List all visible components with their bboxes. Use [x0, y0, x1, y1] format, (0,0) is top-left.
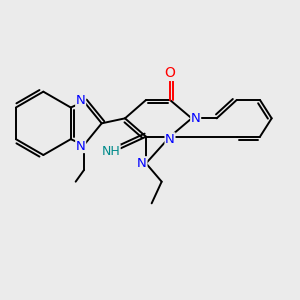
- Text: NH: NH: [101, 145, 120, 158]
- Text: N: N: [76, 94, 86, 107]
- Text: N: N: [137, 157, 147, 170]
- Text: N: N: [76, 140, 86, 152]
- Text: N: N: [165, 133, 175, 146]
- Text: N: N: [191, 112, 200, 125]
- Text: O: O: [165, 66, 176, 80]
